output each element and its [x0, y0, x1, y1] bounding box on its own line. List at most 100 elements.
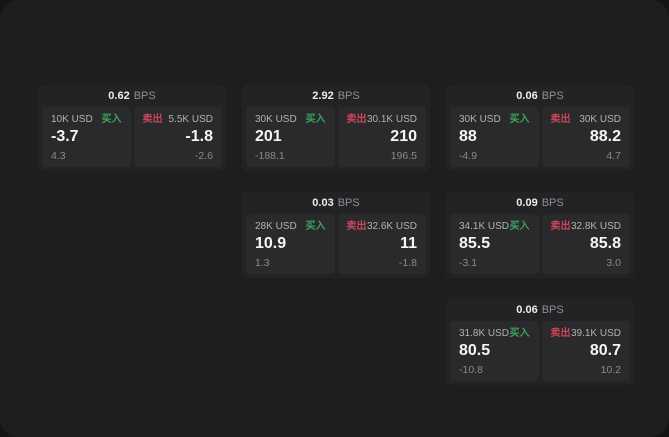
- buy-side-label: 买入: [305, 221, 326, 232]
- buy-price: 88: [459, 128, 477, 145]
- buy-price: 80.5: [459, 342, 491, 359]
- buy-delta: 1.3: [255, 256, 270, 269]
- spread-value: 0.03: [312, 196, 334, 209]
- spread-unit-label: BPS: [337, 196, 360, 209]
- sell-tile-top-row: 卖出 32.8K USD: [551, 221, 622, 232]
- buy-delta: 4.3: [51, 149, 66, 162]
- spread-header: 2.92 BPS: [242, 85, 430, 107]
- bid-ask-panels: 10K USD 买入 -3.7 4.3 卖出 5.5K USD -1.8 -2.…: [38, 107, 226, 171]
- spread-unit-label: BPS: [133, 89, 156, 102]
- spread-value: 0.09: [516, 196, 538, 209]
- sell-delta: -2.6: [194, 149, 213, 162]
- buy-amount: 30K USD: [459, 114, 501, 125]
- sell-side-label: 卖出: [346, 221, 367, 232]
- sell-amount: 30K USD: [579, 114, 621, 125]
- sell-delta: 3.0: [606, 256, 621, 269]
- quote-card: 0.62 BPS 10K USD 买入 -3.7 4.3 卖出 5.5K USD…: [38, 85, 226, 171]
- buy-tile-top-row: 28K USD 买入: [255, 221, 326, 232]
- spread-unit-label: BPS: [541, 89, 564, 102]
- sell-side-label: 卖出: [142, 114, 163, 125]
- sell-side-label: 卖出: [550, 114, 571, 125]
- sell-amount: 5.5K USD: [168, 114, 213, 125]
- spread-value: 0.06: [516, 89, 538, 102]
- spread-value: 0.06: [516, 303, 538, 316]
- sell-price: 80.7: [589, 342, 621, 359]
- spread-header: 0.62 BPS: [38, 85, 226, 107]
- bid-ask-panels: 30K USD 买入 201 -188.1 卖出 30.1K USD 210 1…: [242, 107, 430, 171]
- quote-cards-grid: 0.62 BPS 10K USD 买入 -3.7 4.3 卖出 5.5K USD…: [38, 85, 634, 385]
- sell-tile-top-row: 卖出 30.1K USD: [347, 114, 418, 125]
- buy-price-tile[interactable]: 28K USD 买入 10.9 1.3: [246, 214, 335, 274]
- buy-amount: 28K USD: [255, 221, 297, 232]
- quote-card: 2.92 BPS 30K USD 买入 201 -188.1 卖出 30.1K …: [242, 85, 430, 171]
- spread-unit-label: BPS: [337, 89, 360, 102]
- sell-price-tile[interactable]: 卖出 30.1K USD 210 196.5: [337, 107, 426, 167]
- sell-price: 11: [400, 235, 417, 252]
- sell-price: 88.2: [589, 128, 621, 145]
- spread-header: 0.06 BPS: [446, 299, 634, 321]
- buy-amount: 34.1K USD: [459, 221, 510, 232]
- sell-price-tile[interactable]: 卖出 32.6K USD 11 -1.8: [337, 214, 426, 274]
- sell-amount: 32.6K USD: [366, 221, 417, 232]
- sell-side-label: 卖出: [550, 221, 571, 232]
- buy-side-label: 买入: [509, 221, 530, 232]
- buy-side-label: 买入: [509, 328, 530, 339]
- spread-value: 2.92: [312, 89, 334, 102]
- sell-amount: 30.1K USD: [366, 114, 417, 125]
- spread-unit-label: BPS: [541, 303, 564, 316]
- quote-card: 0.09 BPS 34.1K USD 买入 85.5 -3.1 卖出 32.8K…: [446, 192, 634, 278]
- buy-price-tile[interactable]: 34.1K USD 买入 85.5 -3.1: [450, 214, 539, 274]
- buy-price-tile[interactable]: 10K USD 买入 -3.7 4.3: [42, 107, 131, 167]
- sell-tile-top-row: 卖出 39.1K USD: [551, 328, 622, 339]
- buy-price-tile[interactable]: 31.8K USD 买入 80.5 -10.8: [450, 321, 539, 381]
- buy-amount: 30K USD: [255, 114, 297, 125]
- buy-price-tile[interactable]: 30K USD 买入 88 -4.9: [450, 107, 539, 167]
- spread-value: 0.62: [108, 89, 130, 102]
- buy-delta: -10.8: [459, 363, 483, 376]
- spread-header: 0.09 BPS: [446, 192, 634, 214]
- quote-card: 0.06 BPS 31.8K USD 买入 80.5 -10.8 卖出 39.1…: [446, 299, 634, 385]
- buy-amount: 31.8K USD: [459, 328, 510, 339]
- sell-price: 85.8: [589, 235, 621, 252]
- bid-ask-panels: 31.8K USD 买入 80.5 -10.8 卖出 39.1K USD 80.…: [446, 321, 634, 385]
- buy-side-label: 买入: [305, 114, 326, 125]
- buy-price-tile[interactable]: 30K USD 买入 201 -188.1: [246, 107, 335, 167]
- buy-tile-top-row: 30K USD 买入: [459, 114, 530, 125]
- buy-tile-top-row: 30K USD 买入: [255, 114, 326, 125]
- sell-side-label: 卖出: [346, 114, 367, 125]
- spread-unit-label: BPS: [541, 196, 564, 209]
- sell-amount: 39.1K USD: [570, 328, 621, 339]
- sell-price-tile[interactable]: 卖出 32.8K USD 85.8 3.0: [541, 214, 630, 274]
- sell-amount: 32.8K USD: [570, 221, 621, 232]
- buy-side-label: 买入: [509, 114, 530, 125]
- buy-delta: -4.9: [459, 149, 478, 162]
- sell-price: 210: [390, 128, 417, 145]
- buy-tile-top-row: 31.8K USD 买入: [459, 328, 530, 339]
- buy-tile-top-row: 10K USD 买入: [51, 114, 122, 125]
- sell-price-tile[interactable]: 卖出 30K USD 88.2 4.7: [541, 107, 630, 167]
- sell-delta: 4.7: [606, 149, 621, 162]
- bid-ask-panels: 34.1K USD 买入 85.5 -3.1 卖出 32.8K USD 85.8…: [446, 214, 634, 278]
- buy-price: 201: [255, 128, 282, 145]
- buy-tile-top-row: 34.1K USD 买入: [459, 221, 530, 232]
- spread-header: 0.06 BPS: [446, 85, 634, 107]
- buy-price: -3.7: [51, 128, 79, 145]
- sell-tile-top-row: 卖出 30K USD: [551, 114, 622, 125]
- sell-delta: 196.5: [390, 149, 417, 162]
- quote-card: 0.06 BPS 30K USD 买入 88 -4.9 卖出 30K USD 8…: [446, 85, 634, 171]
- sell-delta: -1.8: [398, 256, 417, 269]
- buy-delta: -188.1: [255, 149, 285, 162]
- bid-ask-panels: 28K USD 买入 10.9 1.3 卖出 32.6K USD 11 -1.8: [242, 214, 430, 278]
- buy-price: 85.5: [459, 235, 491, 252]
- sell-price: -1.8: [185, 128, 213, 145]
- sell-tile-top-row: 卖出 5.5K USD: [143, 114, 214, 125]
- sell-price-tile[interactable]: 卖出 39.1K USD 80.7 10.2: [541, 321, 630, 381]
- sell-delta: 10.2: [600, 363, 621, 376]
- spread-header: 0.03 BPS: [242, 192, 430, 214]
- sell-price-tile[interactable]: 卖出 5.5K USD -1.8 -2.6: [133, 107, 222, 167]
- buy-amount: 10K USD: [51, 114, 93, 125]
- sell-side-label: 卖出: [550, 328, 571, 339]
- buy-price: 10.9: [255, 235, 287, 252]
- buy-side-label: 买入: [101, 114, 122, 125]
